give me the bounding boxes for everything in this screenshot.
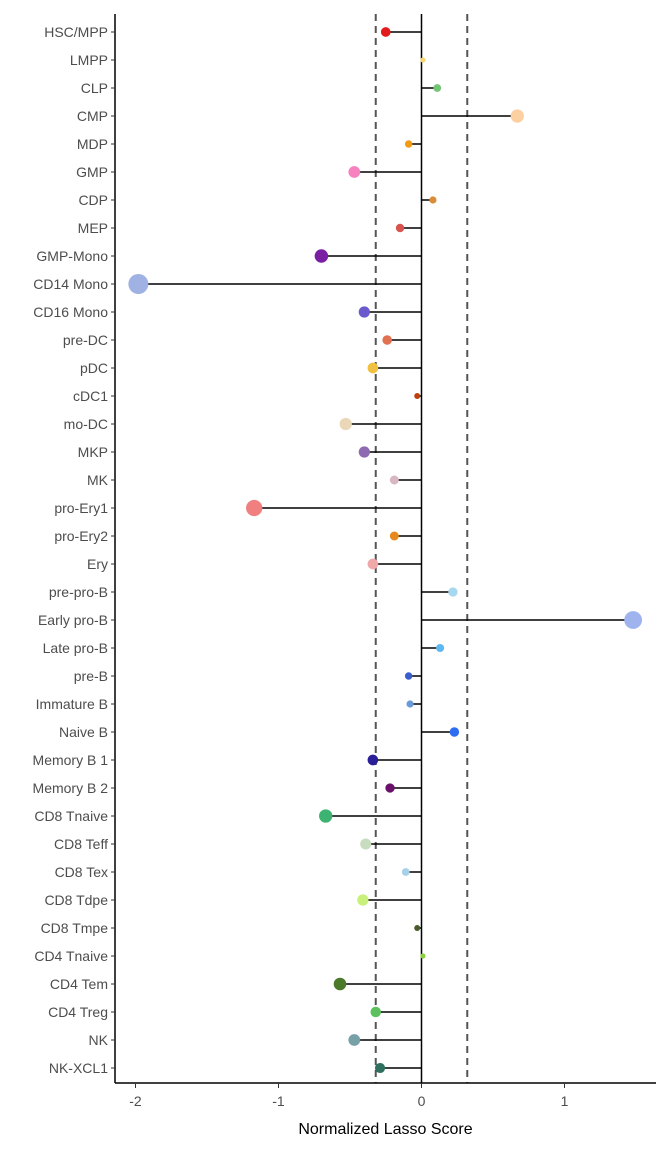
point-memory-b-2 <box>385 783 395 793</box>
x-tick-labels: -2 -1 0 1 <box>129 1083 569 1109</box>
y-tick-label-nk-xcl1: NK-XCL1 <box>49 1060 108 1076</box>
y-tick-label-hsc-mpp: HSC/MPP <box>44 24 108 40</box>
y-tick-label-cd4-treg: CD4 Treg <box>48 1004 108 1020</box>
y-tick-label-lmpp: LMPP <box>70 52 108 68</box>
point-pre-pro-b <box>448 587 458 597</box>
y-tick-label-cd8-tnaive: CD8 Tnaive <box>34 808 108 824</box>
y-tick-label-cd8-tmpe: CD8 Tmpe <box>41 920 109 936</box>
y-tick-label-cd16-mono: CD16 Mono <box>33 304 108 320</box>
point-cmp <box>510 109 524 123</box>
point-hsc-mpp <box>380 27 391 37</box>
y-tick-label-pdc: pDC <box>80 360 108 376</box>
y-tick-label-cd4-tem: CD4 Tem <box>50 976 108 992</box>
y-tick-label-cmp: CMP <box>77 108 108 124</box>
point-clp <box>433 84 442 92</box>
point-ery <box>367 558 379 570</box>
y-tick-label-mep: MEP <box>78 220 108 236</box>
point-mdp <box>404 140 413 148</box>
y-tick-label-immature-b: Immature B <box>36 696 108 712</box>
x-tick-label-0: -2 <box>129 1093 142 1109</box>
point-naive-b <box>449 727 460 737</box>
point-cdc1 <box>414 393 421 399</box>
point-cd8-tdpe <box>357 894 369 906</box>
point-nk-xcl1 <box>374 1062 386 1074</box>
point-mo-dc <box>339 417 352 431</box>
y-tick-label-cd8-teff: CD8 Teff <box>54 836 108 852</box>
y-tick-label-gmp: GMP <box>76 164 108 180</box>
point-pro-ery2 <box>389 531 399 541</box>
axes <box>114 14 656 1084</box>
y-tick-label-cd4-tnaive: CD4 Tnaive <box>34 948 108 964</box>
y-tick-label-cdp: CDP <box>78 192 108 208</box>
y-tick-label-clp: CLP <box>81 80 108 96</box>
point-lmpp <box>420 57 426 63</box>
point-cd14-mono <box>128 274 149 294</box>
y-tick-label-nk: NK <box>89 1032 109 1048</box>
y-tick-label-memory-b-2: Memory B 2 <box>33 780 109 796</box>
y-tick-label-cd8-tex: CD8 Tex <box>55 864 108 880</box>
y-tick-label-pre-pro-b: pre-pro-B <box>49 584 108 600</box>
y-tick-label-ery: Ery <box>87 556 108 572</box>
point-early-pro-b <box>624 611 643 629</box>
y-tick-label-mdp: MDP <box>77 136 108 152</box>
y-tick-label-mo-dc: mo-DC <box>64 416 108 432</box>
point-cd16-mono <box>358 306 370 318</box>
y-tick-label-cdc1: cDC1 <box>73 388 108 404</box>
y-tick-label-early-pro-b: Early pro-B <box>38 612 108 628</box>
point-cd4-tem <box>333 977 347 991</box>
point-cd8-tnaive <box>319 809 333 823</box>
y-tick-label-cd14-mono: CD14 Mono <box>33 276 108 292</box>
y-tick-label-pro-ery1: pro-Ery1 <box>54 500 108 516</box>
point-gmp-mono <box>314 249 329 263</box>
y-tick-label-late-pro-b: Late pro-B <box>43 640 108 656</box>
y-tick-label-naive-b: Naive B <box>59 724 108 740</box>
x-tick-label-3: 1 <box>561 1093 569 1109</box>
x-axis-title: Normalized Lasso Score <box>298 1121 472 1138</box>
x-tick-label-1: -1 <box>272 1093 285 1109</box>
plot-area <box>128 14 643 1083</box>
x-tick-label-2: 0 <box>418 1093 426 1109</box>
point-pro-ery1 <box>246 499 263 517</box>
point-cd8-tex <box>401 868 410 876</box>
y-tick-label-pre-dc: pre-DC <box>63 332 108 348</box>
point-cd8-tmpe <box>414 925 421 931</box>
point-gmp <box>348 166 361 178</box>
point-pre-dc <box>382 335 392 345</box>
y-tick-label-pre-b: pre-B <box>74 668 108 684</box>
point-pre-b <box>404 672 413 680</box>
y-tick-label-pro-ery2: pro-Ery2 <box>54 528 108 544</box>
point-mk <box>389 475 399 485</box>
y-tick-label-memory-b-1: Memory B 1 <box>33 752 109 768</box>
point-cd4-tnaive <box>420 953 426 959</box>
y-tick-label-cd8-tdpe: CD8 Tdpe <box>44 892 108 908</box>
point-pdc <box>367 362 379 374</box>
y-tick-labels: HSC/MPP LMPP CLP CMP MDP GMP CDP MEP GMP-Mono CD1… <box>33 24 115 1076</box>
point-cdp <box>429 196 437 204</box>
point-memory-b-1 <box>367 754 379 766</box>
y-tick-label-mkp: MKP <box>78 444 108 460</box>
point-mkp <box>358 446 370 458</box>
y-tick-label-mk: MK <box>87 472 109 488</box>
point-cd4-treg <box>370 1006 381 1018</box>
point-late-pro-b <box>436 643 445 653</box>
y-tick-label-gmp-mono: GMP-Mono <box>36 248 108 264</box>
point-cd8-teff <box>360 838 372 850</box>
point-nk <box>348 1034 361 1046</box>
point-mep <box>395 223 405 233</box>
point-immature-b <box>406 700 414 708</box>
